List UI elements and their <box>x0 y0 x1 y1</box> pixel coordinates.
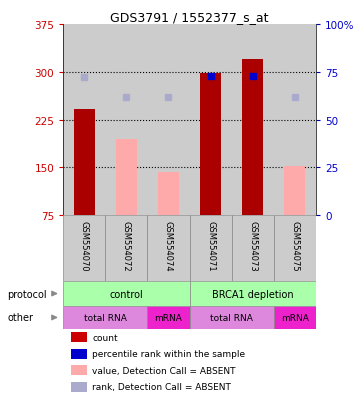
Bar <box>71 382 87 392</box>
Bar <box>274 25 316 216</box>
Bar <box>71 332 87 343</box>
Text: mRNA: mRNA <box>155 313 182 322</box>
Text: control: control <box>109 289 143 299</box>
Bar <box>158 172 179 216</box>
Text: GSM554071: GSM554071 <box>206 221 215 271</box>
Text: count: count <box>92 333 118 342</box>
Bar <box>274 306 316 329</box>
Text: total RNA: total RNA <box>210 313 253 322</box>
Text: other: other <box>7 313 33 323</box>
Bar <box>190 281 316 306</box>
Bar <box>190 25 232 216</box>
Bar <box>147 25 190 216</box>
Bar <box>147 306 190 329</box>
Bar <box>200 74 221 216</box>
Bar <box>190 306 274 329</box>
Text: protocol: protocol <box>7 289 47 299</box>
Bar <box>71 349 87 359</box>
Bar <box>105 25 147 216</box>
Title: GDS3791 / 1552377_s_at: GDS3791 / 1552377_s_at <box>110 11 269 24</box>
Text: GSM554073: GSM554073 <box>248 221 257 272</box>
Text: GSM554072: GSM554072 <box>122 221 131 271</box>
Bar <box>63 25 105 216</box>
Text: value, Detection Call = ABSENT: value, Detection Call = ABSENT <box>92 366 236 375</box>
Bar <box>147 216 190 281</box>
Text: BRCA1 depletion: BRCA1 depletion <box>212 289 293 299</box>
Bar <box>232 25 274 216</box>
Text: mRNA: mRNA <box>281 313 309 322</box>
Bar <box>63 216 105 281</box>
Text: total RNA: total RNA <box>84 313 127 322</box>
Bar <box>63 306 147 329</box>
Bar <box>232 216 274 281</box>
Bar <box>116 139 137 216</box>
Text: rank, Detection Call = ABSENT: rank, Detection Call = ABSENT <box>92 382 231 392</box>
Bar <box>274 216 316 281</box>
Bar <box>71 366 87 375</box>
Bar <box>284 167 305 216</box>
Bar <box>190 216 232 281</box>
Bar <box>242 60 263 216</box>
Text: GSM554074: GSM554074 <box>164 221 173 271</box>
Text: GSM554070: GSM554070 <box>80 221 89 271</box>
Text: percentile rank within the sample: percentile rank within the sample <box>92 349 245 358</box>
Bar <box>63 281 190 306</box>
Bar <box>74 109 95 216</box>
Bar <box>105 216 147 281</box>
Text: GSM554075: GSM554075 <box>290 221 299 271</box>
